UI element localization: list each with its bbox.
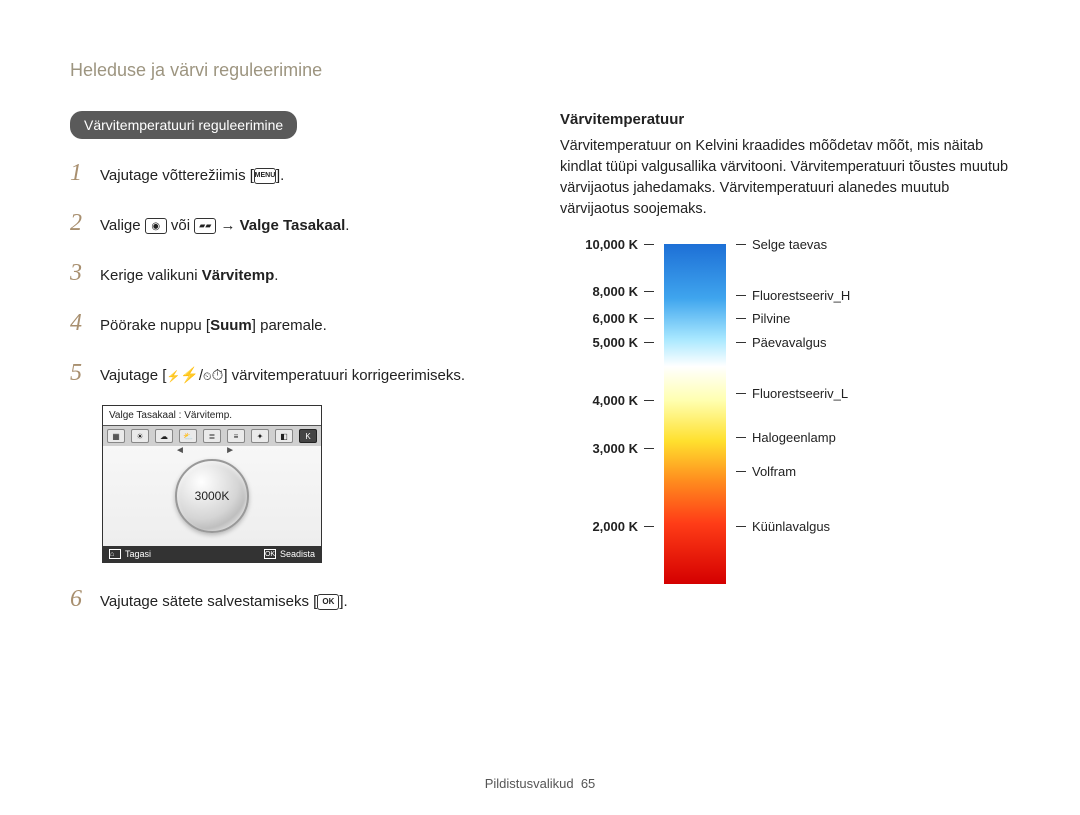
kelvin-gradient-bar xyxy=(664,244,726,584)
step-number: 5 xyxy=(70,355,88,391)
kelvin-source-label: Selge taevas xyxy=(752,237,827,252)
kelvin-left-labels: 10,000 K8,000 K6,000 K5,000 K4,000 K3,00… xyxy=(570,244,654,584)
kelvin-value-label: 2,000 K xyxy=(576,519,638,534)
video-icon xyxy=(194,218,216,234)
step-6: 6 Vajutage sätete salvestamiseks []. xyxy=(70,581,500,617)
tick-mark xyxy=(736,393,746,394)
section-heading-pill: Värvitemperatuuri reguleerimine xyxy=(70,111,297,139)
step-text: Vajutage [⚡/⏱] värvitemperatuuri korrige… xyxy=(100,365,500,388)
kelvin-source-label: Päevavalgus xyxy=(752,335,826,350)
right-heading: Värvitemperatuur xyxy=(560,111,1010,128)
lcd-title: Valge Tasakaal : Värvitemp. xyxy=(103,406,321,426)
wb-fluor2-icon: ≡ xyxy=(227,429,245,443)
kelvin-source-label: Fluorestseeriv_H xyxy=(752,288,850,303)
tick-mark xyxy=(644,291,654,292)
step-text: Vajutage sätete salvestamiseks []. xyxy=(100,591,500,614)
page-footer: Pildistusvalikud 65 xyxy=(0,776,1080,791)
wb-shade-icon: ⛅ xyxy=(179,429,197,443)
tick-mark xyxy=(736,295,746,296)
step-text: Kerige valikuni Värvitemp. xyxy=(100,265,500,288)
step-number: 3 xyxy=(70,255,88,291)
wb-daylight-icon: ☀ xyxy=(131,429,149,443)
left-column: Värvitemperatuuri reguleerimine 1 Vajuta… xyxy=(70,111,500,631)
wb-tungsten-icon: ✦ xyxy=(251,429,269,443)
step-5: 5 Vajutage [⚡/⏱] värvitemperatuuri korri… xyxy=(70,355,500,391)
tick-mark xyxy=(644,526,654,527)
tick-mark xyxy=(736,437,746,438)
camera-lcd-mock: Valge Tasakaal : Värvitemp. ▦ ☀ ☁ ⛅ ≣ ≡ … xyxy=(102,405,322,563)
back-icon: ⌂ xyxy=(109,549,121,559)
tick-mark xyxy=(736,318,746,319)
tick-mark xyxy=(644,400,654,401)
camera-icon xyxy=(145,218,167,234)
step-4: 4 Pöörake nuppu [Suum] paremale. xyxy=(70,305,500,341)
step-3: 3 Kerige valikuni Värvitemp. xyxy=(70,255,500,291)
wb-kelvin-icon: K xyxy=(299,429,317,443)
kelvin-value-label: 3,000 K xyxy=(576,441,638,456)
tick-mark xyxy=(644,318,654,319)
kelvin-source-label: Küünlavalgus xyxy=(752,519,830,534)
step-text: Valige või → Valge Tasakaal. xyxy=(100,215,500,238)
kelvin-right-labels: Selge taevasFluorestseeriv_HPilvinePäeva… xyxy=(736,244,896,584)
kelvin-source-label: Pilvine xyxy=(752,311,790,326)
kelvin-source-label: Fluorestseeriv_L xyxy=(752,386,848,401)
step-text: Pöörake nuppu [Suum] paremale. xyxy=(100,315,500,338)
tick-mark xyxy=(736,471,746,472)
lcd-footer: ⌂Tagasi OKSeadista xyxy=(103,546,321,562)
steps-list-cont: 6 Vajutage sätete salvestamiseks []. xyxy=(70,581,500,617)
step-1: 1 Vajutage võtterežiimis []. xyxy=(70,155,500,191)
timer-icon: ⏱ xyxy=(203,367,223,384)
kelvin-value-label: 6,000 K xyxy=(576,311,638,326)
menu-icon xyxy=(254,168,276,184)
step-number: 6 xyxy=(70,581,88,617)
dial-arrows: ◄► xyxy=(175,445,235,456)
content-columns: Värvitemperatuuri reguleerimine 1 Vajuta… xyxy=(70,111,1010,631)
kelvin-source-label: Halogeenlamp xyxy=(752,430,836,445)
step-number: 1 xyxy=(70,155,88,191)
kelvin-value-label: 8,000 K xyxy=(576,284,638,299)
tick-mark xyxy=(736,342,746,343)
lcd-body: ◄► 3000K xyxy=(103,446,321,546)
wb-auto-icon: ▦ xyxy=(107,429,125,443)
kelvin-source-label: Volfram xyxy=(752,464,796,479)
step-text: Vajutage võtterežiimis []. xyxy=(100,165,500,188)
kelvin-value-label: 4,000 K xyxy=(576,393,638,408)
kelvin-value-label: 5,000 K xyxy=(576,335,638,350)
ok-button-icon xyxy=(317,594,339,610)
wb-fluor1-icon: ≣ xyxy=(203,429,221,443)
kelvin-value-label: 10,000 K xyxy=(576,237,638,252)
ok-icon: OK xyxy=(264,549,276,559)
kelvin-chart: 10,000 K8,000 K6,000 K5,000 K4,000 K3,00… xyxy=(570,244,1010,584)
wb-cloudy-icon: ☁ xyxy=(155,429,173,443)
lcd-icon-row: ▦ ☀ ☁ ⛅ ≣ ≡ ✦ ◧ K xyxy=(103,426,321,446)
step-number: 2 xyxy=(70,205,88,241)
flash-icon: ⚡ xyxy=(166,367,198,384)
tick-mark xyxy=(736,244,746,245)
steps-list: 1 Vajutage võtterežiimis []. 2 Valige võ… xyxy=(70,155,500,391)
wb-custom-icon: ◧ xyxy=(275,429,293,443)
tick-mark xyxy=(644,448,654,449)
right-column: Värvitemperatuur Värvitemperatuur on Kel… xyxy=(560,111,1010,631)
tick-mark xyxy=(644,342,654,343)
right-paragraph: Värvitemperatuur on Kelvini kraadides mõ… xyxy=(560,136,1010,220)
tick-mark xyxy=(736,526,746,527)
page-title: Heleduse ja värvi reguleerimine xyxy=(70,60,1010,81)
step-number: 4 xyxy=(70,305,88,341)
step-2: 2 Valige või → Valge Tasakaal. xyxy=(70,205,500,241)
kelvin-dial: 3000K xyxy=(175,459,249,533)
tick-mark xyxy=(644,244,654,245)
